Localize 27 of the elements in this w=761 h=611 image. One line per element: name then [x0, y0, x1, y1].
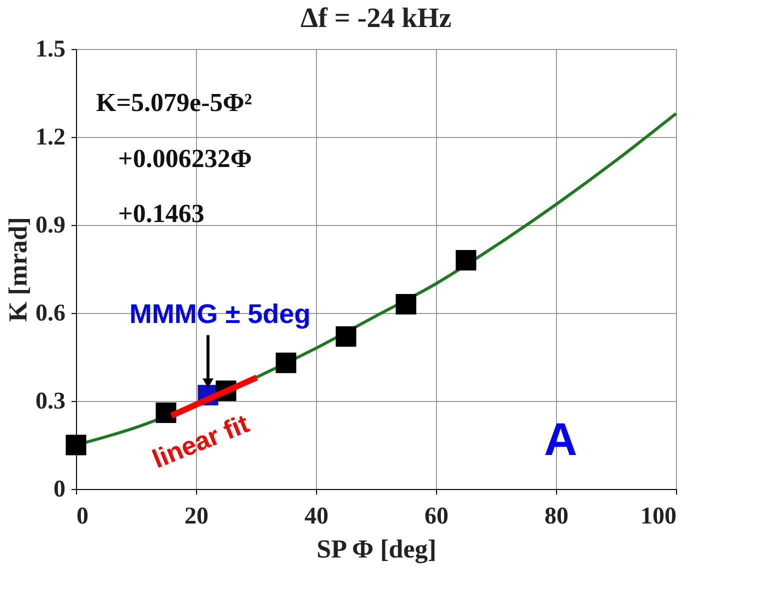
annotation: +0.1463	[118, 199, 204, 228]
y-tick-label: 1.5	[36, 36, 66, 62]
y-tick-label: 0.9	[36, 212, 66, 238]
x-tick-label: 0	[76, 504, 88, 530]
y-tick-label: 0.3	[36, 388, 66, 414]
point	[396, 294, 416, 314]
y-tick-label: 0.6	[36, 300, 66, 326]
chart-title: Δf = -24 kHz	[300, 3, 452, 34]
annotation: MMMG ± 5deg	[129, 299, 311, 330]
annotation: K=5.079e-5Φ²	[96, 88, 252, 117]
y-tick-label: 1.2	[36, 124, 66, 150]
x-tick-label: 20	[184, 504, 208, 530]
point	[456, 250, 476, 270]
y-axis-title: K [mrad]	[4, 217, 32, 322]
point	[336, 326, 356, 347]
y-tick-label: 0	[54, 476, 66, 502]
point	[156, 402, 176, 423]
x-tick-label: 40	[304, 504, 328, 530]
x-tick-label: 80	[544, 504, 568, 530]
annotation: +0.006232Φ	[118, 144, 252, 173]
annotation: A	[544, 413, 578, 465]
x-axis-title: SP Φ [deg]	[316, 534, 436, 564]
x-tick-label: 100	[640, 504, 676, 530]
annotation: linear fit	[148, 408, 254, 474]
x-tick-label: 60	[424, 504, 448, 530]
point	[276, 352, 296, 374]
point	[66, 434, 86, 456]
